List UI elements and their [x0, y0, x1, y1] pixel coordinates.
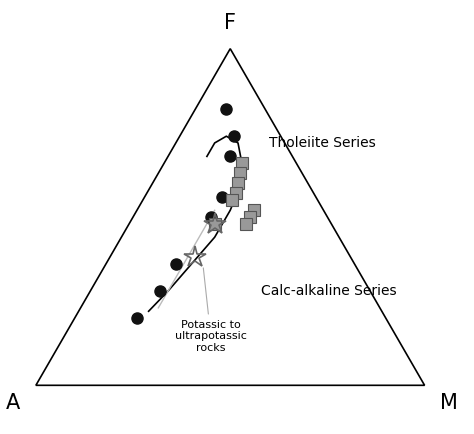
Text: Potassic to
ultrapotassic
rocks: Potassic to ultrapotassic rocks [175, 268, 247, 353]
Text: Tholeiite Series: Tholeiite Series [269, 136, 376, 151]
Text: M: M [440, 393, 458, 413]
Text: A: A [6, 393, 20, 413]
Text: Calc-alkaline Series: Calc-alkaline Series [261, 284, 397, 298]
Text: F: F [224, 13, 236, 33]
